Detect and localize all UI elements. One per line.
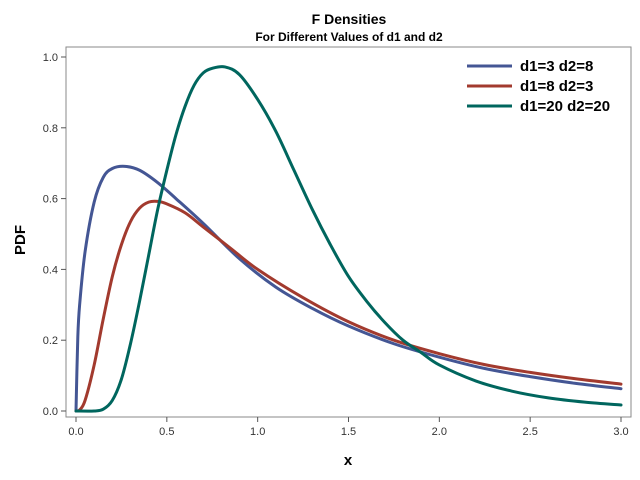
x-tick-label: 3.0 <box>613 426 628 438</box>
x-tick-label: 1.5 <box>341 426 356 438</box>
y-tick-label: 0.0 <box>43 406 58 418</box>
x-tick-label: 0.0 <box>68 426 83 438</box>
y-tick-label: 0.4 <box>43 264 58 276</box>
y-tick-label: 1.0 <box>43 52 58 64</box>
chart-title: F Densities <box>312 11 387 27</box>
series-lines <box>74 65 623 413</box>
series-line-2 <box>74 65 623 413</box>
x-tick-label: 0.5 <box>159 426 174 438</box>
x-tick-label: 1.0 <box>250 426 265 438</box>
chart-subtitle: For Different Values of d1 and d2 <box>255 30 443 44</box>
legend: d1=3 d2=8 d1=8 d2=3 d1=20 d2=20 <box>467 58 610 115</box>
x-tick-label: 2.5 <box>523 426 538 438</box>
series-line-1 <box>74 199 623 413</box>
y-tick-label: 0.2 <box>43 335 58 347</box>
y-tick-label: 0.6 <box>43 194 58 206</box>
legend-label-1: d1=8 d2=3 <box>520 78 593 95</box>
x-tick-label: 2.0 <box>432 426 447 438</box>
x-axis: 0.0 0.5 1.0 1.5 2.0 2.5 3.0 <box>68 417 629 438</box>
y-axis: 0.0 0.2 0.4 0.6 0.8 1.0 <box>43 52 66 418</box>
legend-label-0: d1=3 d2=8 <box>520 58 593 75</box>
x-axis-label: x <box>344 452 353 469</box>
y-axis-label: PDF <box>12 225 29 255</box>
series-line-0 <box>74 164 623 413</box>
legend-label-2: d1=20 d2=20 <box>520 98 610 115</box>
y-tick-label: 0.8 <box>43 123 58 135</box>
